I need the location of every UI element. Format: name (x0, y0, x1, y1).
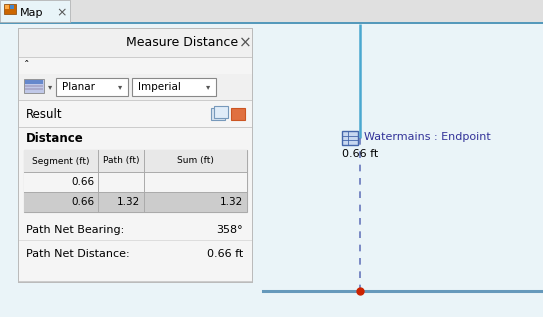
Text: Path (ft): Path (ft) (103, 157, 139, 165)
Text: Distance: Distance (26, 132, 84, 145)
Bar (4, 4, 16, 14)
Text: Result: Result (26, 107, 62, 120)
Bar (24, 150, 247, 172)
Bar (18, 28, 253, 283)
Bar (19, 281, 252, 282)
Text: 0.66: 0.66 (71, 177, 94, 187)
Bar (24, 192, 247, 212)
Bar (0, 0, 543, 22)
Text: Path Net Distance:: Path Net Distance: (26, 249, 130, 259)
Bar (19, 29, 252, 57)
Text: ×: × (56, 7, 66, 20)
Text: 358°: 358° (216, 225, 243, 235)
Text: Watermains : Endpoint: Watermains : Endpoint (364, 132, 491, 142)
Bar (19, 127, 252, 128)
Bar (231, 108, 245, 120)
Bar (25, 80, 43, 84)
Bar (5, 5, 9, 9)
Text: ▾: ▾ (48, 82, 52, 92)
Bar (19, 100, 252, 101)
Bar (24, 172, 247, 192)
Bar (56, 78, 128, 96)
Bar (19, 57, 252, 58)
Text: Map: Map (20, 8, 43, 18)
Text: ×: × (239, 36, 252, 50)
Text: 1.32: 1.32 (117, 197, 140, 207)
Text: Planar: Planar (62, 82, 95, 92)
Bar (211, 108, 225, 120)
Bar (214, 106, 228, 118)
Bar (19, 240, 252, 241)
Text: Measure Distance: Measure Distance (125, 36, 238, 49)
Bar (19, 74, 252, 100)
Text: ▾: ▾ (206, 82, 210, 92)
Text: Imperial: Imperial (138, 82, 181, 92)
Bar (25, 88, 43, 90)
Text: Path Net Bearing:: Path Net Bearing: (26, 225, 124, 235)
Text: ▾: ▾ (118, 82, 122, 92)
Text: 0.66 ft: 0.66 ft (342, 149, 378, 159)
Bar (0, 0, 70, 22)
Bar (19, 29, 252, 282)
Text: Sum (ft): Sum (ft) (177, 157, 214, 165)
Bar (10, 5, 14, 9)
Bar (342, 131, 358, 145)
Bar (24, 79, 44, 93)
Bar (132, 78, 216, 96)
Bar (0, 22, 543, 24)
Text: ˆ: ˆ (24, 61, 30, 71)
Text: 0.66: 0.66 (71, 197, 94, 207)
Bar (25, 85, 43, 87)
Text: 0.66 ft: 0.66 ft (207, 249, 243, 259)
Text: Segment (ft): Segment (ft) (32, 157, 90, 165)
Text: 1.32: 1.32 (220, 197, 243, 207)
Bar (24, 150, 247, 212)
